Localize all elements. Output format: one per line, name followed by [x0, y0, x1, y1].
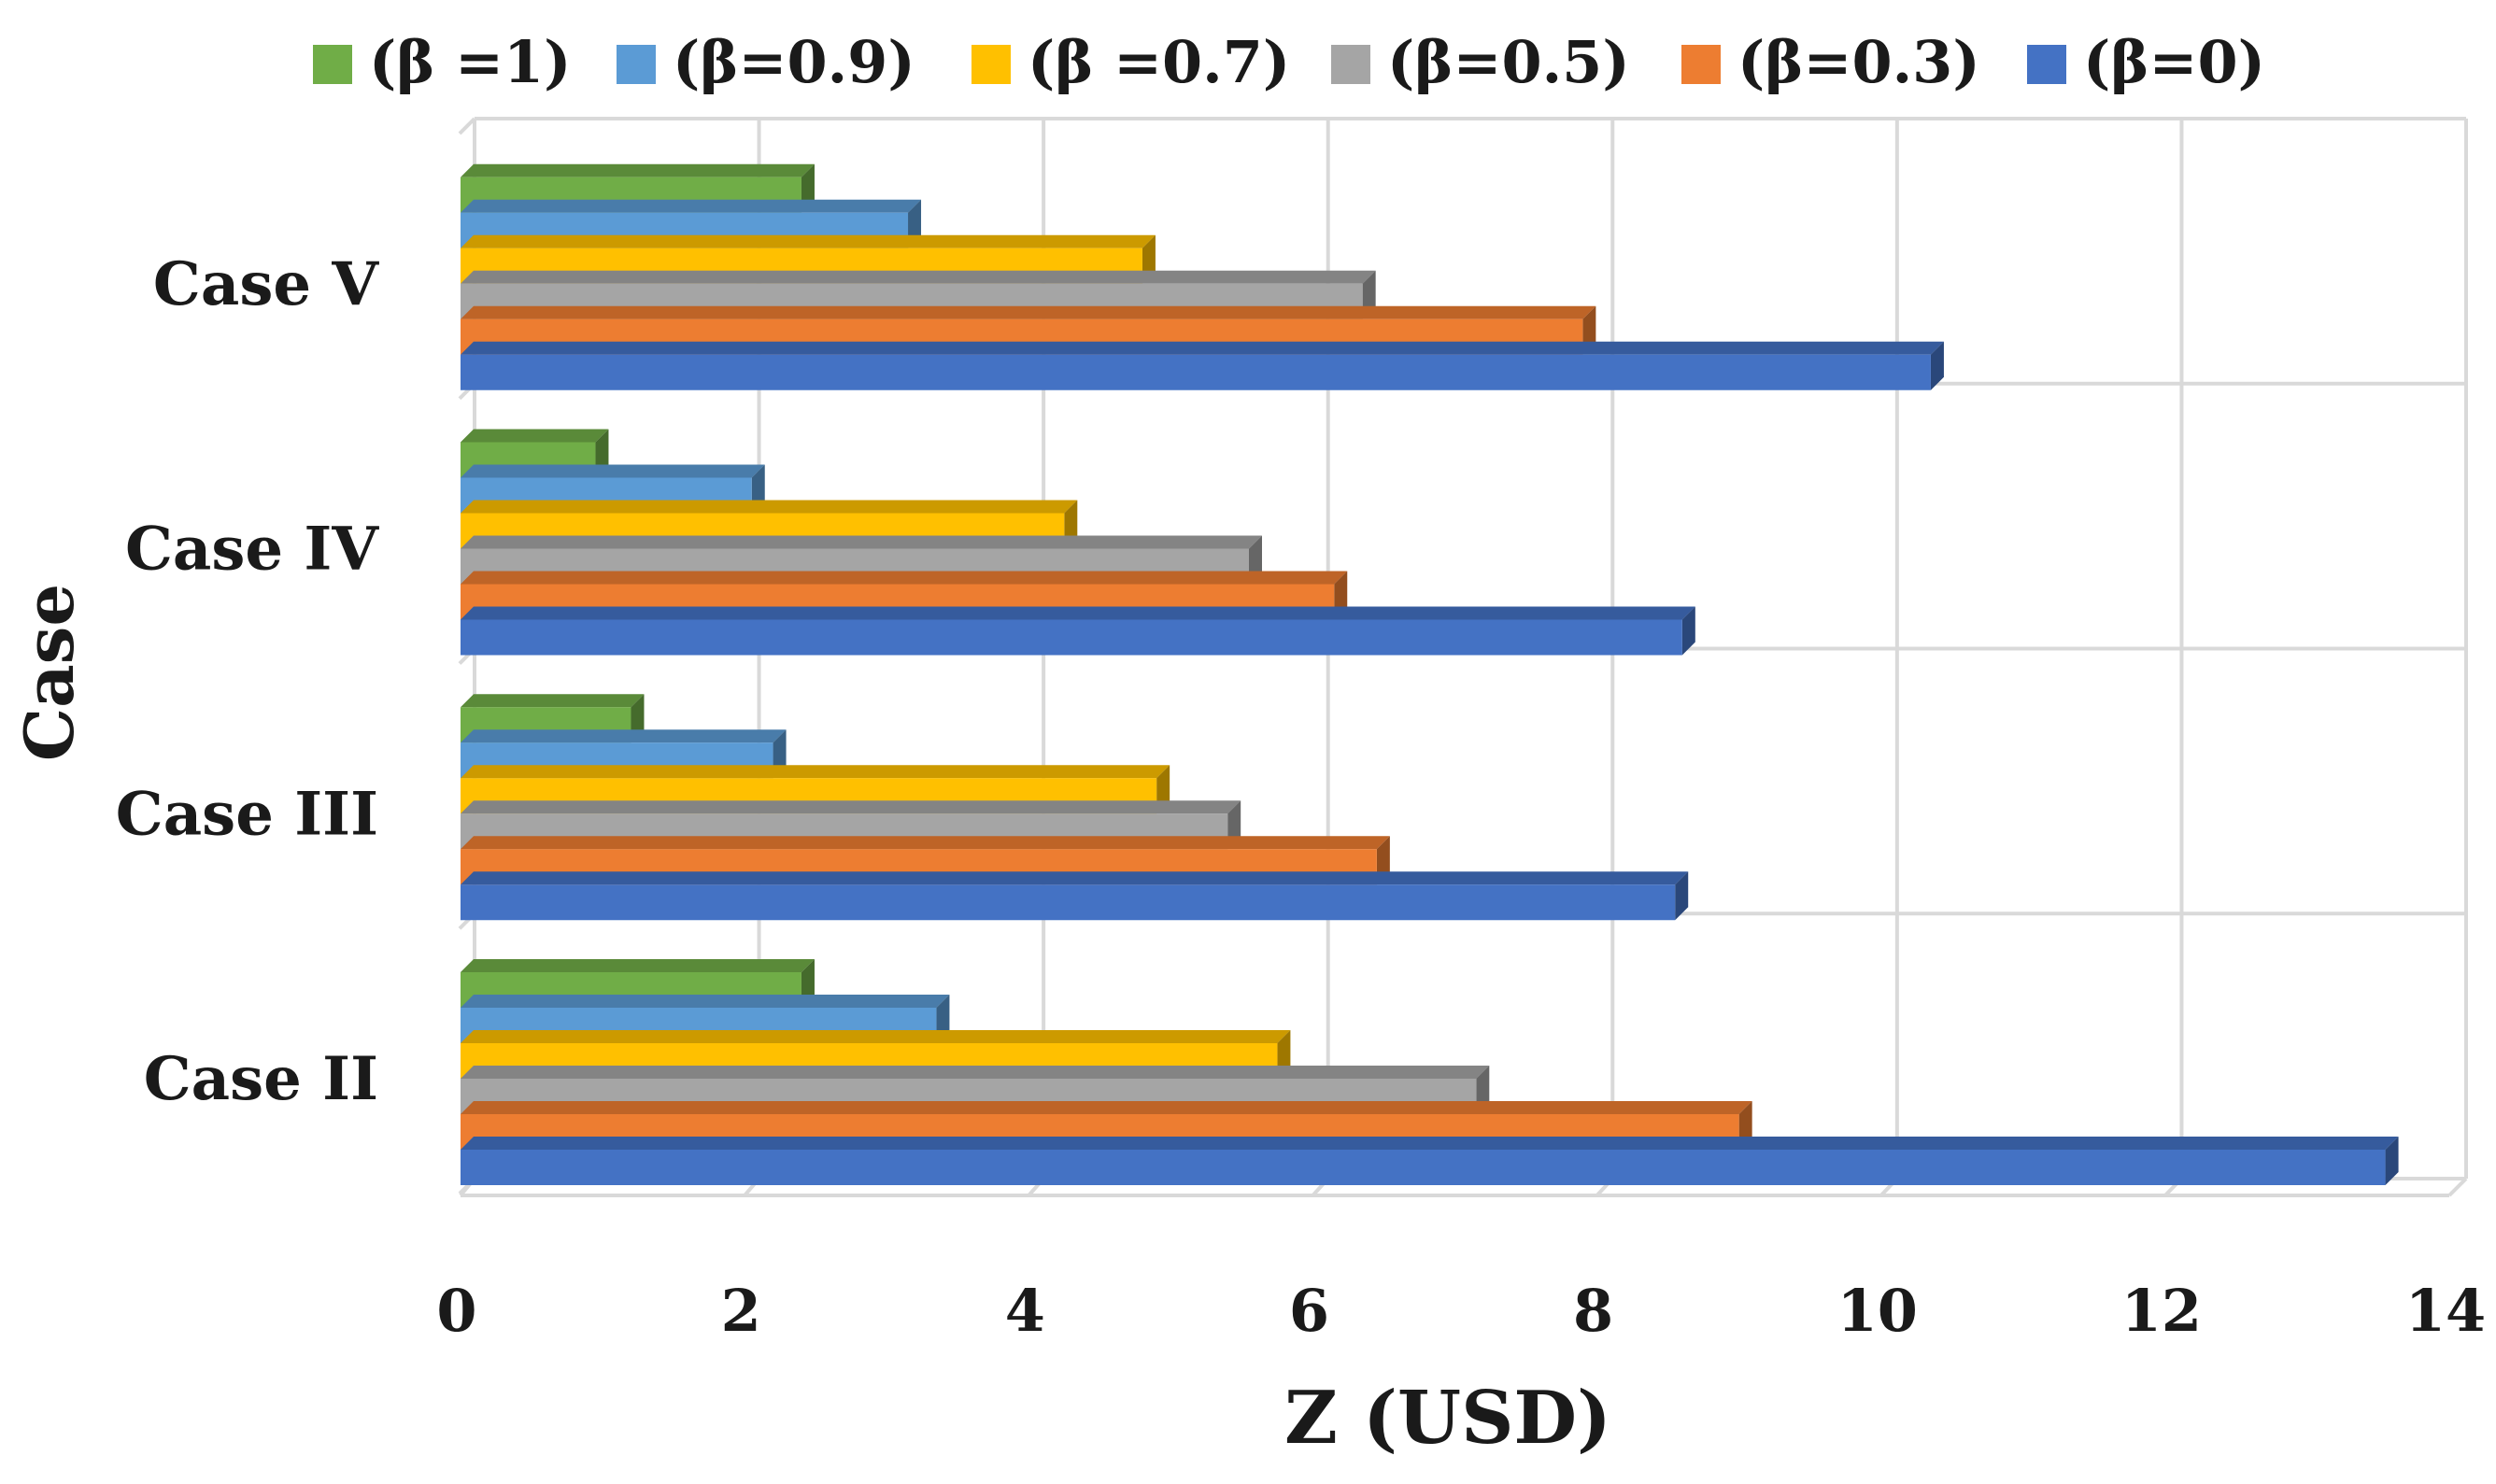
bar-top-face — [461, 199, 922, 213]
legend-swatch — [2027, 45, 2066, 84]
y-category-label: Case IV — [125, 515, 379, 585]
legend-swatch — [1681, 45, 1721, 84]
legend-swatch — [971, 45, 1011, 84]
bar-top-face — [461, 571, 1348, 585]
bar-top-face — [461, 270, 1376, 284]
bar-end-face — [1930, 341, 1944, 390]
bar-top-face — [461, 535, 1262, 549]
bar-top-face — [461, 1030, 1291, 1043]
bar-end-face — [1675, 871, 1689, 921]
bar — [461, 500, 1078, 549]
legend-label: (β=0.5) — [1387, 28, 1630, 96]
legend-label: (β =1) — [369, 28, 572, 96]
floor-tick — [2447, 1177, 2468, 1197]
axis-depth-tick — [458, 117, 476, 135]
legend: (β =1) (β=0.9) (β =0.7) (β=0.5) (β=0.3) (β=0) — [313, 28, 2265, 96]
legend-swatch — [1331, 45, 1370, 84]
bar-top-face — [461, 1101, 1752, 1114]
bar — [461, 341, 1944, 390]
y-category-label: Case V — [153, 249, 379, 319]
bar — [461, 305, 1596, 355]
y-category-label: Case II — [144, 1044, 378, 1114]
x-tick-label: 0 — [436, 1277, 476, 1345]
legend-label: (β=0) — [2083, 28, 2265, 96]
x-tick-label: 2 — [721, 1277, 761, 1345]
bar-top-face — [461, 464, 765, 478]
legend-label: (β =0.7) — [1028, 28, 1290, 96]
bar-front-face — [461, 619, 1682, 656]
bar-top-face — [461, 959, 815, 972]
bar-top-face — [461, 995, 950, 1008]
y-axis-title: Case — [9, 584, 89, 761]
x-tick-label: 10 — [1837, 1277, 1918, 1345]
axis-labels: Z (USD) Case 0 2 4 6 8 10 12 14 Case II Case III C… — [9, 249, 2486, 1461]
bar-front-face — [461, 354, 1931, 390]
y-category-label: Case III — [116, 779, 378, 849]
bar-top-face — [461, 1137, 2399, 1150]
bar-top-face — [461, 871, 1689, 885]
legend-label: (β=0.3) — [1737, 28, 1980, 96]
bar-top-face — [461, 1066, 1490, 1079]
x-tick-label: 4 — [1005, 1277, 1045, 1345]
x-tick-label: 8 — [1573, 1277, 1613, 1345]
legend-item: (β =0.7) — [971, 28, 1290, 96]
bar-front-face — [461, 1150, 2386, 1185]
bar-top-face — [461, 500, 1078, 514]
bar-end-face — [1681, 606, 1695, 656]
x-tick-label: 14 — [2405, 1277, 2486, 1345]
legend-label: (β=0.9) — [673, 28, 915, 96]
legend-item: (β=0) — [2027, 28, 2265, 96]
bar-top-face — [461, 765, 1170, 779]
bar-top-face — [461, 341, 1944, 355]
legend-item: (β =1) — [313, 28, 572, 96]
bar-top-face — [461, 729, 787, 743]
x-tick-label: 6 — [1289, 1277, 1329, 1345]
legend-item: (β=0.9) — [617, 28, 915, 96]
bar-top-face — [461, 800, 1241, 814]
bar — [461, 1137, 2399, 1185]
bar-end-face — [2385, 1137, 2399, 1185]
bar-top-face — [461, 234, 1156, 248]
legend-swatch — [313, 45, 352, 84]
legend-item: (β=0.3) — [1681, 28, 1980, 96]
x-axis-title: Z (USD) — [1284, 1376, 1611, 1461]
bar-top-face — [461, 836, 1390, 850]
x-tick-label: 12 — [2121, 1277, 2202, 1345]
bar-top-face — [461, 694, 645, 708]
bar-top-face — [461, 163, 815, 177]
bar-front-face — [461, 884, 1676, 921]
bar — [461, 606, 1695, 656]
bar-top-face — [461, 606, 1695, 620]
bar-top-face — [461, 305, 1596, 319]
bar-top-face — [461, 429, 609, 443]
bars — [461, 163, 2399, 1185]
bar — [461, 871, 1689, 921]
legend-item: (β=0.5) — [1331, 28, 1630, 96]
legend-swatch — [617, 45, 656, 84]
